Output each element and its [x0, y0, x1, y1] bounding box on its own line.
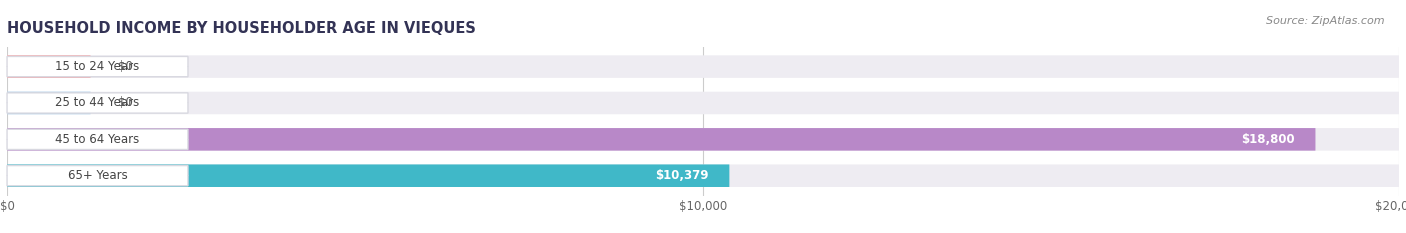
FancyBboxPatch shape	[7, 166, 188, 186]
Text: HOUSEHOLD INCOME BY HOUSEHOLDER AGE IN VIEQUES: HOUSEHOLD INCOME BY HOUSEHOLDER AGE IN V…	[7, 21, 475, 36]
FancyBboxPatch shape	[7, 55, 1399, 78]
FancyBboxPatch shape	[7, 128, 1399, 151]
FancyBboxPatch shape	[7, 93, 188, 113]
Text: $10,379: $10,379	[655, 169, 709, 182]
FancyBboxPatch shape	[7, 128, 1316, 151]
Text: $18,800: $18,800	[1241, 133, 1295, 146]
FancyBboxPatch shape	[7, 55, 90, 78]
FancyBboxPatch shape	[7, 164, 1399, 187]
Text: 25 to 44 Years: 25 to 44 Years	[55, 96, 139, 110]
FancyBboxPatch shape	[7, 56, 188, 77]
FancyBboxPatch shape	[7, 129, 188, 150]
Text: $0: $0	[118, 96, 134, 110]
Text: 15 to 24 Years: 15 to 24 Years	[55, 60, 139, 73]
FancyBboxPatch shape	[7, 92, 90, 114]
Text: 45 to 64 Years: 45 to 64 Years	[55, 133, 139, 146]
Text: Source: ZipAtlas.com: Source: ZipAtlas.com	[1267, 16, 1385, 26]
Text: 65+ Years: 65+ Years	[67, 169, 128, 182]
FancyBboxPatch shape	[7, 92, 1399, 114]
Text: $0: $0	[118, 60, 134, 73]
FancyBboxPatch shape	[7, 164, 730, 187]
